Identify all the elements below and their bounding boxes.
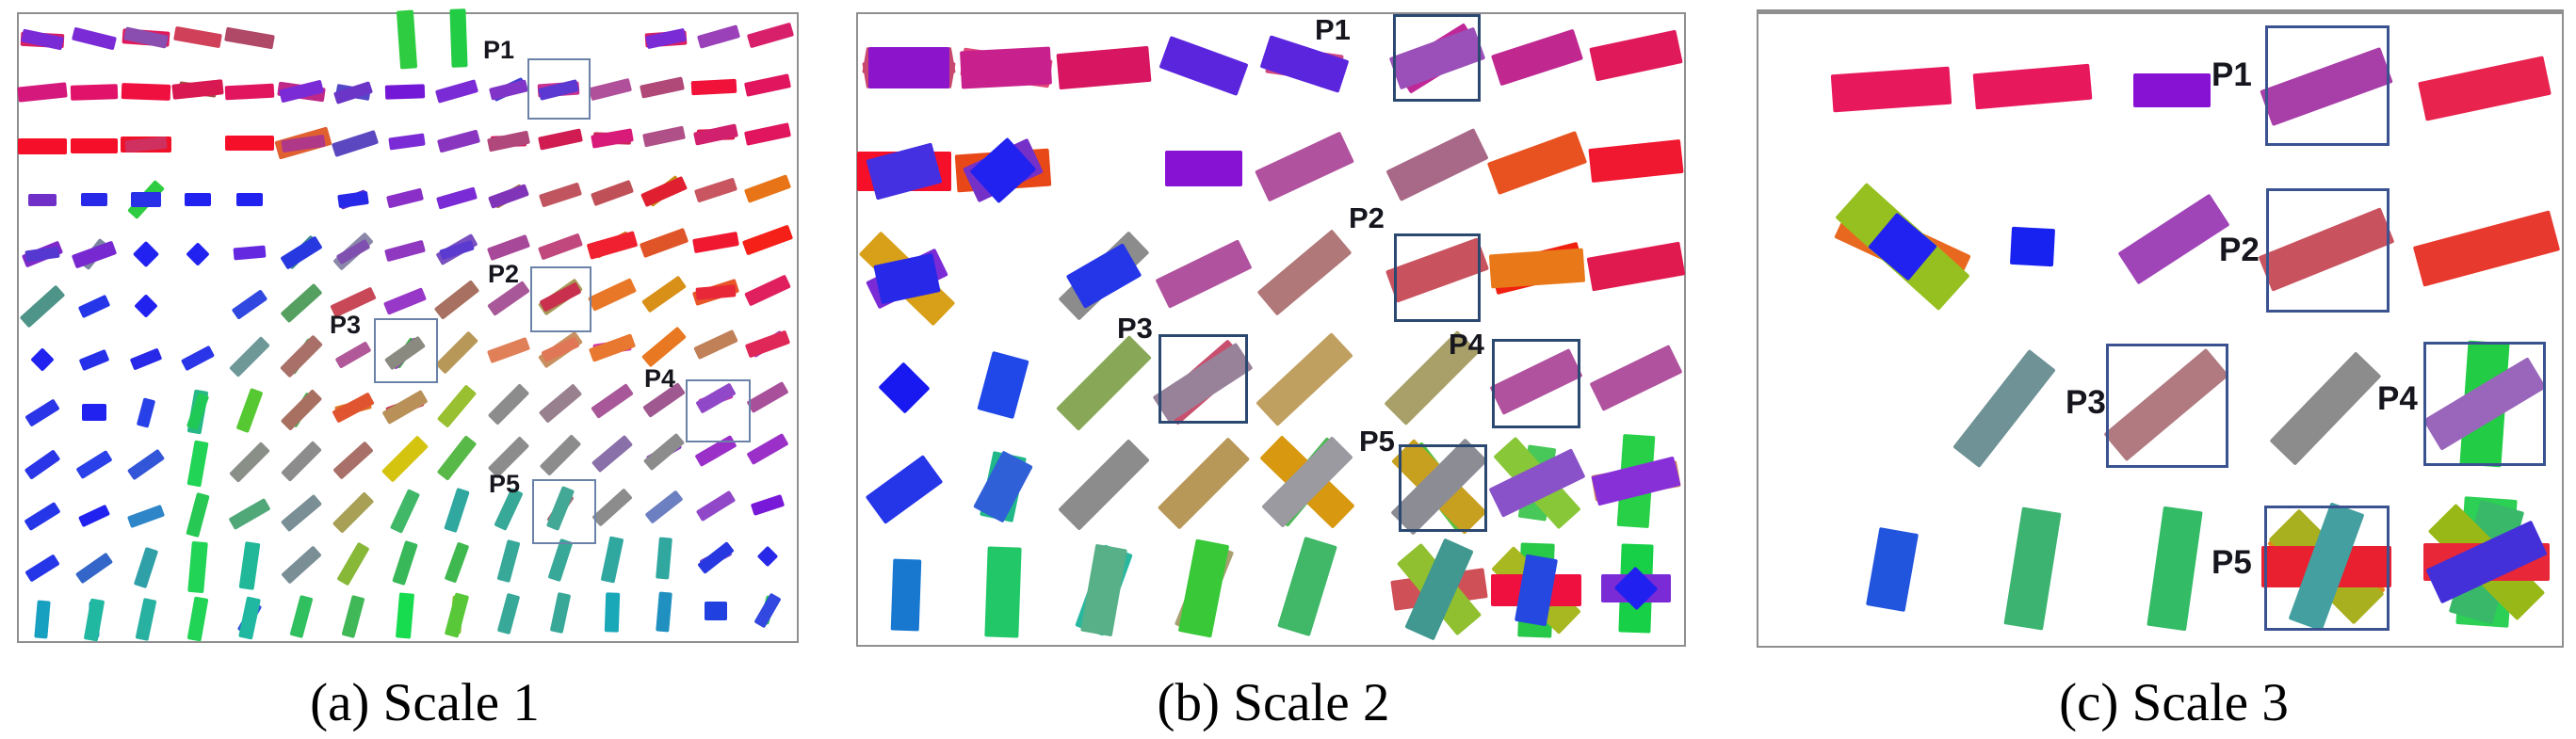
orientation-glyph-bar <box>705 602 727 620</box>
orientation-glyph-bar <box>81 193 107 206</box>
orientation-glyph-bar <box>890 558 922 632</box>
orientation-glyph-bar <box>236 193 263 206</box>
orientation-glyph-bar <box>224 83 275 100</box>
point-label-p5-scale-3: P5 <box>2211 544 2252 581</box>
orientation-glyph-bar <box>2009 226 2056 267</box>
orientation-glyph-bar <box>82 404 106 421</box>
point-label-p2-scale-2: P2 <box>1349 201 1385 234</box>
roi-box-p3-scale-1 <box>374 318 438 383</box>
orientation-glyph-bar <box>225 136 274 151</box>
orientation-glyph-bar <box>960 46 1052 89</box>
orientation-glyph-bar <box>2133 73 2211 107</box>
point-label-p3-scale-1: P3 <box>330 311 362 339</box>
roi-box-p1-scale-1 <box>527 58 591 120</box>
orientation-glyph-bar <box>28 193 57 206</box>
point-label-p4-scale-2: P4 <box>1449 328 1484 361</box>
orientation-glyph-bar <box>71 138 118 153</box>
orientation-glyph-bar <box>868 47 949 88</box>
roi-box-p4-scale-1 <box>686 379 751 442</box>
orientation-glyph-bar <box>1488 248 1586 289</box>
orientation-glyph-bar <box>121 82 171 101</box>
point-label-p3-scale-2: P3 <box>1117 312 1153 345</box>
point-label-p1-scale-2: P1 <box>1315 13 1351 46</box>
roi-box-p4-scale-2 <box>1492 339 1580 428</box>
orientation-glyph-bar <box>604 591 621 633</box>
point-label-p3-scale-3: P3 <box>2066 384 2106 421</box>
orientation-glyph-bar <box>984 546 1022 638</box>
point-label-p5-scale-2: P5 <box>1359 425 1395 458</box>
point-label-p5-scale-1: P5 <box>489 470 521 498</box>
panel-scale-2 <box>856 12 1686 647</box>
point-label-p2-scale-1: P2 <box>488 260 520 288</box>
roi-box-p1-scale-3 <box>2265 25 2390 146</box>
caption-scale-3: (c) Scale 3 <box>2059 673 2289 732</box>
point-label-p1-scale-1: P1 <box>483 36 515 64</box>
roi-box-p2-scale-3 <box>2266 188 2390 313</box>
orientation-glyph-bar <box>18 137 67 154</box>
orientation-glyph-bar <box>233 245 267 260</box>
roi-box-p2-scale-1 <box>530 266 591 332</box>
roi-box-p5-scale-3 <box>2264 506 2390 631</box>
roi-box-p1-scale-2 <box>1393 14 1481 102</box>
point-label-p1-scale-3: P1 <box>2211 56 2252 93</box>
orientation-glyph-bar <box>384 83 426 100</box>
orientation-glyph-bar <box>131 192 161 207</box>
roi-box-p3-scale-2 <box>1158 334 1248 424</box>
orientation-glyph-bar <box>1165 151 1242 186</box>
roi-box-p5-scale-2 <box>1399 444 1487 532</box>
orientation-glyph-bar <box>690 78 737 95</box>
orientation-glyph-bar <box>185 193 211 206</box>
orientation-glyph-bar <box>449 8 468 68</box>
orientation-glyph-bar <box>70 84 119 101</box>
point-label-p2-scale-3: P2 <box>2219 232 2260 268</box>
roi-box-p3-scale-3 <box>2106 344 2228 468</box>
caption-scale-2: (b) Scale 2 <box>1157 673 1390 732</box>
roi-box-p4-scale-3 <box>2423 342 2546 466</box>
point-label-p4-scale-3: P4 <box>2377 380 2418 417</box>
roi-box-p5-scale-1 <box>532 479 596 544</box>
roi-box-p2-scale-2 <box>1394 233 1481 322</box>
caption-scale-1: (a) Scale 1 <box>310 673 540 732</box>
point-label-p4-scale-1: P4 <box>644 364 676 393</box>
